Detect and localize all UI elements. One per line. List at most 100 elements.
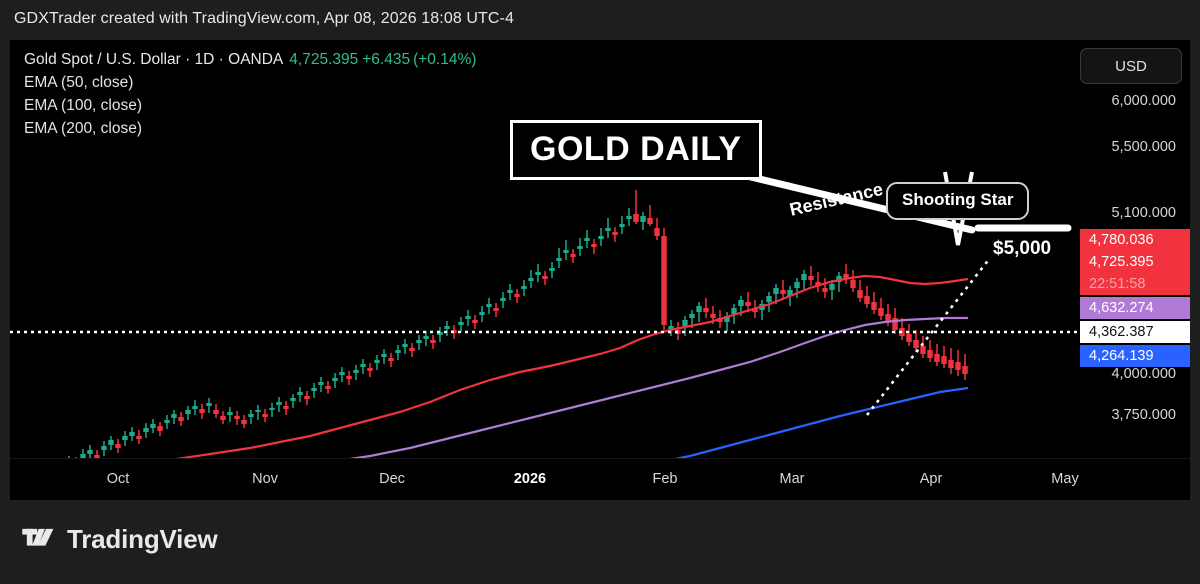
candle-body [773, 288, 779, 294]
candle-body [570, 254, 576, 257]
candle-body [332, 378, 338, 381]
candle-body [185, 410, 191, 414]
time-tick-0: Oct [106, 471, 130, 487]
candle-body [815, 282, 821, 286]
price-scale[interactable]: 6,000.000 5,500.000 5,100.000 4,000.000 3,75… [1080, 40, 1190, 458]
tradingview-wordmark: TradingView [67, 524, 218, 554]
candle-body [542, 276, 548, 279]
candle-body [255, 410, 261, 412]
time-tick-6: Apr [919, 471, 943, 487]
shooting-star-callout: Shooting Star [886, 182, 1030, 220]
candle-body [598, 236, 604, 239]
tradingview-logo: TradingView [22, 524, 218, 555]
target-price-label: $5,000 [993, 238, 1052, 259]
candle-body [115, 444, 121, 448]
candle-body [864, 296, 870, 304]
candle-body [94, 455, 100, 458]
candlestick-svg [10, 144, 1080, 458]
candle-body [892, 318, 898, 330]
candle-body [528, 278, 534, 281]
candle-body [563, 250, 569, 253]
chart-frame: Gold Spot / U.S. Dollar · 1D · OANDA 4,72… [10, 40, 1190, 501]
candle-body [934, 354, 940, 362]
candle-body [906, 334, 912, 342]
candle-body [311, 388, 317, 391]
currency-button[interactable]: USD [1080, 48, 1182, 84]
candle-body [423, 336, 429, 339]
candle-body [381, 354, 387, 357]
tradingview-mark-icon [22, 528, 54, 546]
candle-body [808, 276, 814, 280]
ema100-price-badge[interactable]: 4,632.274 [1080, 297, 1190, 319]
candle-body [269, 408, 275, 410]
candle-body [738, 300, 744, 306]
candle-body [885, 314, 891, 322]
candle-body [500, 298, 506, 301]
candle-body [647, 218, 653, 224]
candle-body [437, 332, 443, 335]
candle-body [472, 320, 478, 323]
candle-body [402, 344, 408, 347]
candle-body [171, 414, 177, 418]
candle-body [514, 294, 520, 297]
header-bar: GDXTrader created with TradingView.com, … [0, 0, 1200, 40]
candle-body [612, 232, 618, 235]
horizontal-line-price-badge[interactable]: 4,362.387 [1080, 321, 1190, 343]
time-tick-4: Feb [652, 471, 678, 487]
candle-body [444, 326, 450, 329]
candle-body [591, 244, 597, 247]
ema200-line [674, 386, 969, 458]
price-plot-area[interactable] [10, 40, 1080, 458]
candle-body [458, 322, 464, 325]
candle-body [367, 368, 373, 371]
last-price-badge[interactable]: 4,725.395 [1080, 251, 1190, 273]
gold-daily-title-text: GOLD DAILY [530, 130, 742, 168]
price-tick-4: 3,750.000 [1111, 407, 1176, 423]
candle-body [143, 428, 149, 432]
time-scale[interactable]: Oct Nov Dec 2026 Feb Mar Apr May [10, 458, 1190, 501]
candle-body [283, 406, 289, 409]
candle-body [220, 416, 226, 420]
candle-body [164, 420, 170, 423]
time-tick-5: Mar [779, 471, 805, 487]
candle-body [941, 356, 947, 364]
countdown-badge[interactable]: 22:51:58 [1080, 273, 1190, 295]
candle-body [241, 420, 247, 424]
gold-daily-title-box: GOLD DAILY [510, 120, 762, 180]
candle-body [626, 216, 632, 219]
candle-body [136, 436, 142, 439]
candle-body [290, 398, 296, 401]
candle-body [346, 376, 352, 379]
candle-body [668, 326, 674, 329]
candle-body [360, 364, 366, 367]
credit-text: GDXTrader created with TradingView.com, … [14, 10, 514, 27]
candle-body [318, 382, 324, 385]
candle-body [353, 370, 359, 373]
time-tick-2: Dec [379, 471, 405, 487]
candle-body [465, 316, 471, 319]
candle-body [507, 290, 513, 293]
candle-body [682, 320, 688, 326]
ascending-support-line[interactable] [865, 257, 992, 416]
candle-body [913, 340, 919, 348]
candle-body [710, 314, 716, 318]
candle-body [745, 302, 751, 306]
candle-body [388, 358, 394, 361]
ema50-price-badge[interactable]: 4,780.036 [1080, 229, 1190, 251]
candle-body [262, 414, 268, 417]
candle-body [920, 346, 926, 354]
ema200-price-badge[interactable]: 4,264.139 [1080, 345, 1190, 367]
candle-body [325, 386, 331, 389]
candle-body [192, 406, 198, 409]
candle-body [430, 340, 436, 343]
candle-body [556, 258, 562, 261]
candle-body [661, 236, 667, 325]
candle-body [374, 360, 380, 363]
ema50-line [175, 274, 969, 458]
candle-body [80, 454, 86, 458]
candle-body [724, 316, 730, 322]
candle-body [486, 304, 492, 307]
candle-body [703, 308, 709, 312]
candle-body [493, 308, 499, 311]
